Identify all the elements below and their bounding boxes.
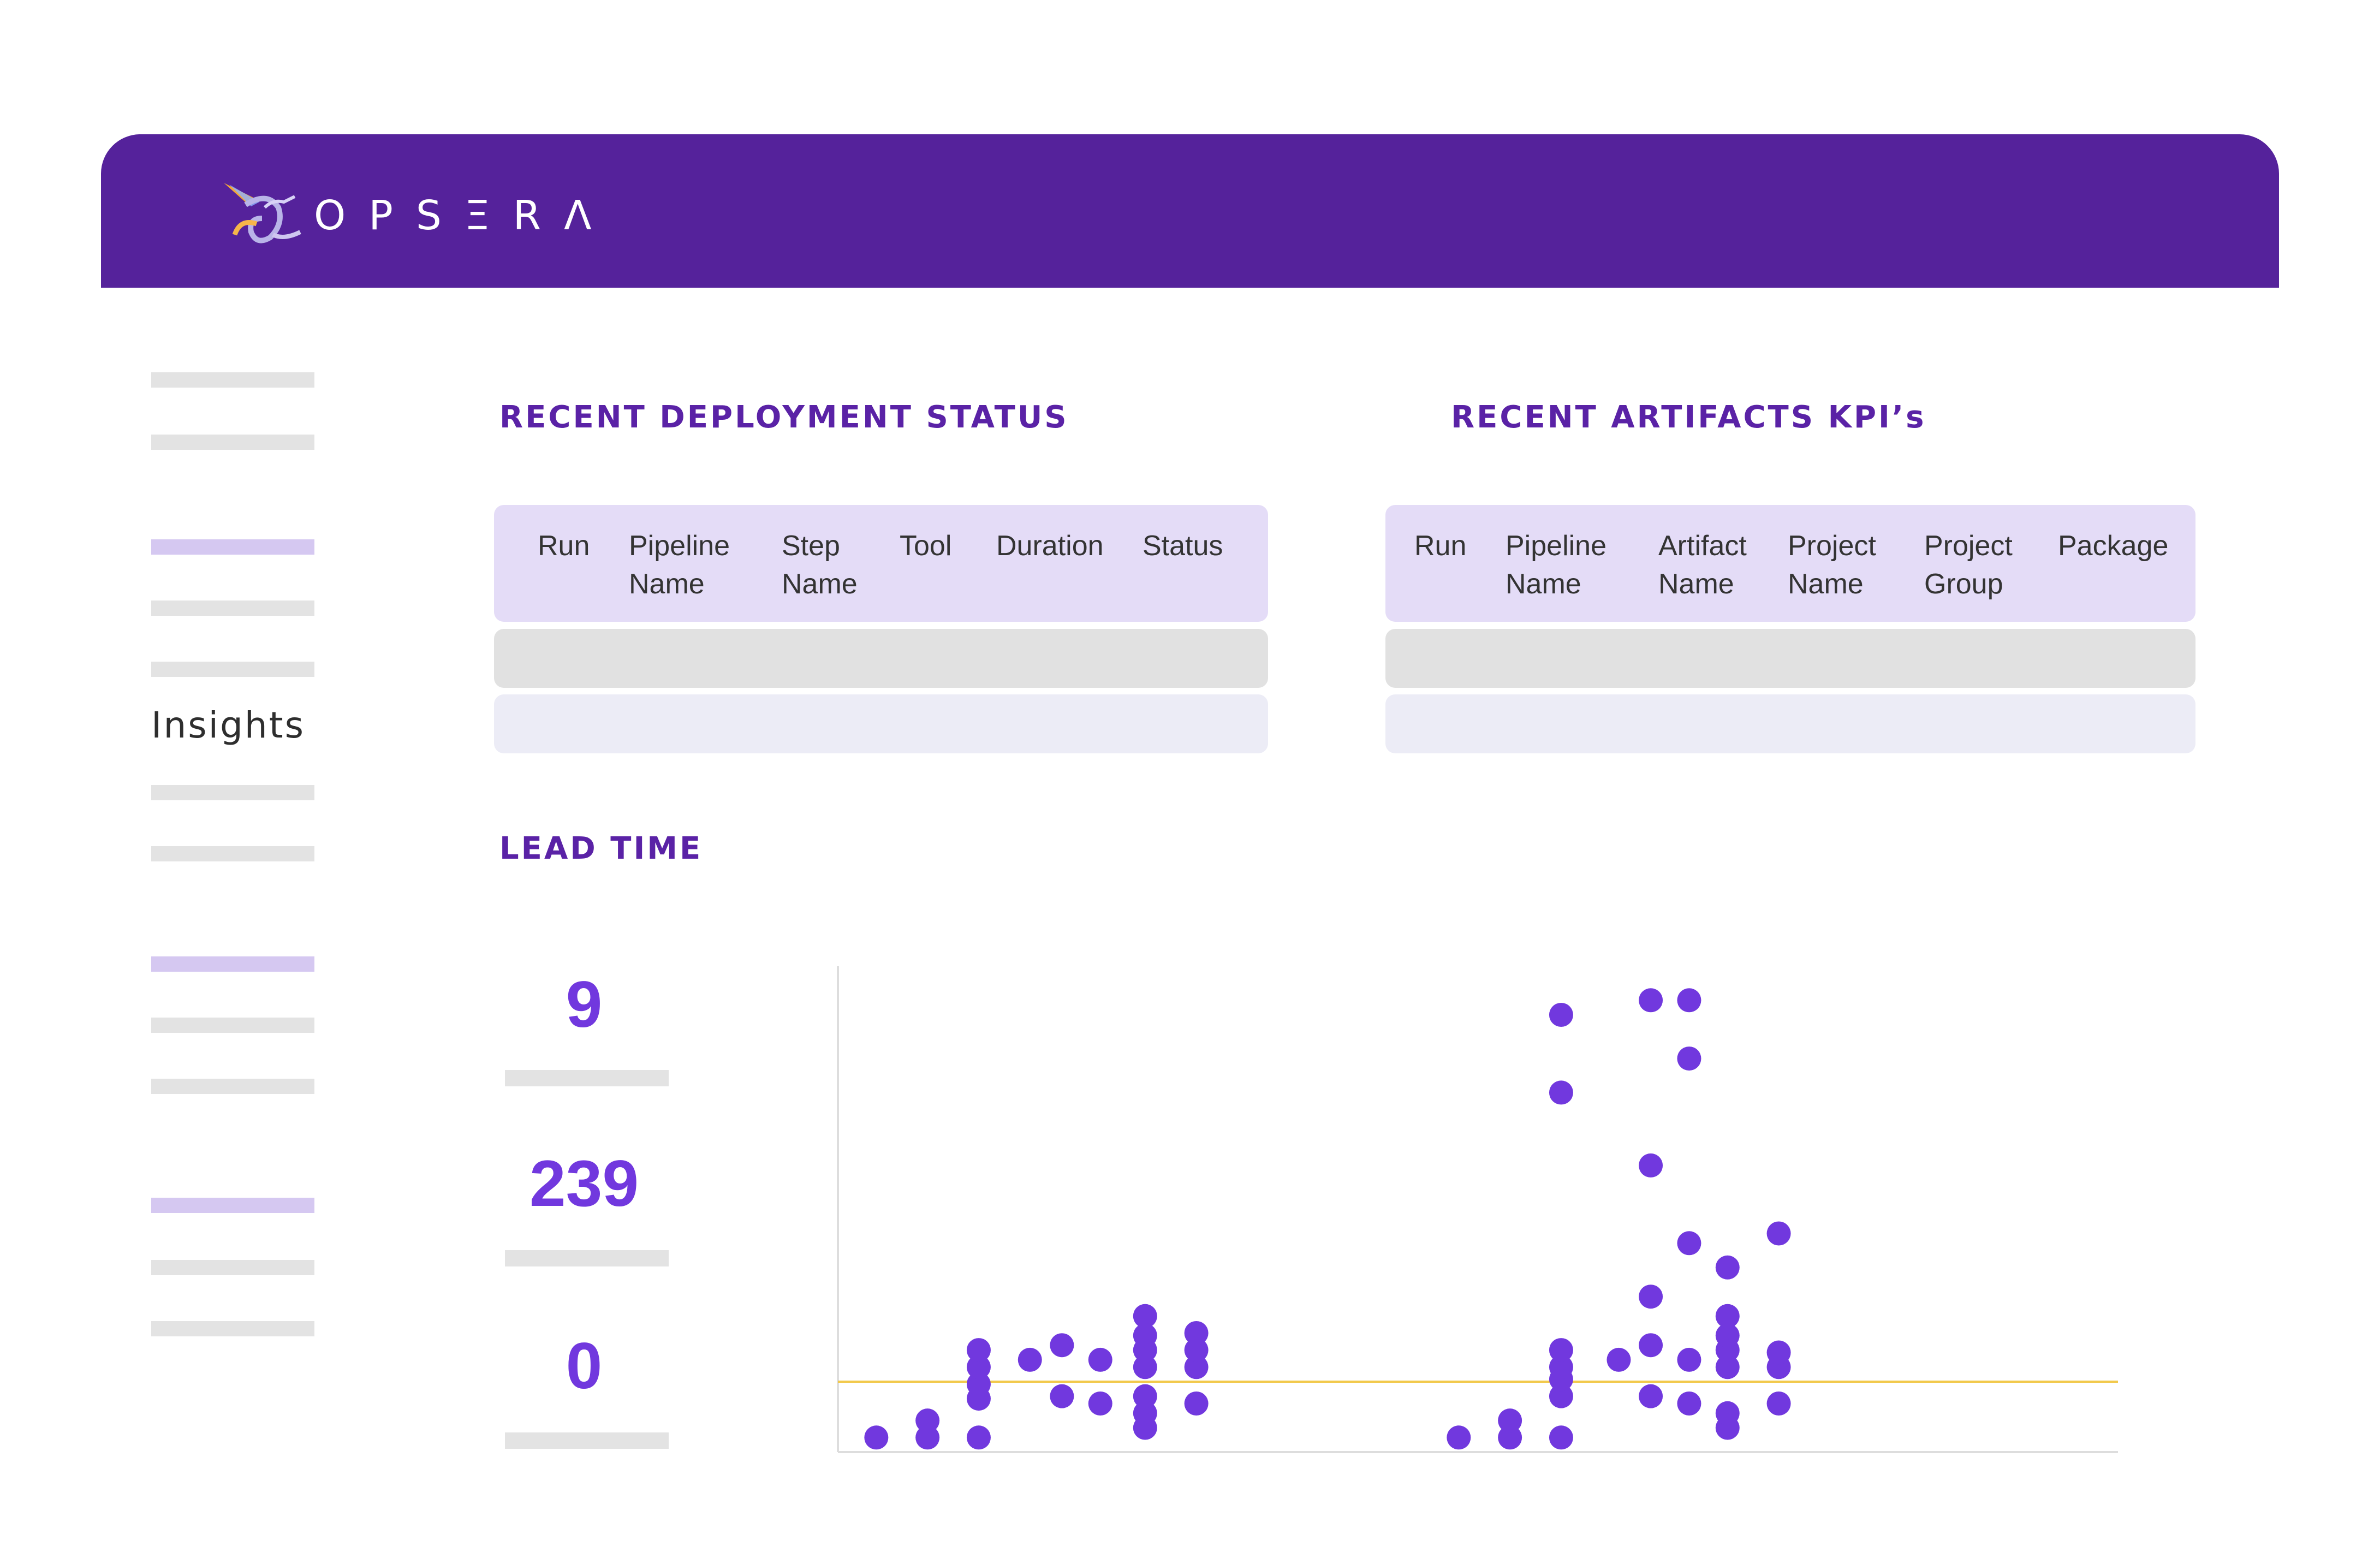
lead-time-stat-value: 239 bbox=[529, 1147, 639, 1220]
data-point[interactable] bbox=[1677, 1347, 1701, 1372]
table-row[interactable] bbox=[494, 694, 1268, 753]
data-point[interactable] bbox=[1498, 1408, 1522, 1433]
sidebar-item[interactable] bbox=[151, 1018, 314, 1033]
data-point[interactable] bbox=[1766, 1340, 1791, 1365]
data-point[interactable] bbox=[1018, 1347, 1042, 1372]
data-point[interactable] bbox=[1715, 1401, 1740, 1425]
table-row[interactable] bbox=[1385, 694, 2195, 753]
data-point[interactable] bbox=[1639, 1333, 1663, 1358]
data-point[interactable] bbox=[1050, 1384, 1074, 1408]
data-point[interactable] bbox=[864, 1425, 889, 1450]
data-point[interactable] bbox=[915, 1408, 940, 1433]
top-navigation-bar bbox=[101, 134, 2279, 288]
data-point[interactable] bbox=[1133, 1384, 1157, 1408]
lead-time-stat-value: 0 bbox=[566, 1329, 603, 1402]
data-point[interactable] bbox=[966, 1425, 991, 1450]
column-header-project-group[interactable]: Project Group bbox=[1924, 530, 2013, 600]
stat-label-placeholder bbox=[505, 1432, 669, 1449]
data-point[interactable] bbox=[1549, 1355, 1573, 1379]
data-point[interactable] bbox=[1549, 1003, 1573, 1027]
data-point[interactable] bbox=[1184, 1392, 1209, 1416]
data-point[interactable] bbox=[966, 1338, 991, 1363]
data-point[interactable] bbox=[1184, 1321, 1209, 1345]
data-point[interactable] bbox=[1549, 1080, 1573, 1105]
data-point[interactable] bbox=[1639, 1285, 1663, 1309]
data-point[interactable] bbox=[1715, 1323, 1740, 1348]
data-point[interactable] bbox=[1184, 1355, 1209, 1379]
artifacts-kpi-title: RECENT ARTIFACTS KPI’s bbox=[1451, 400, 1926, 435]
lead-time-title: LEAD TIME bbox=[499, 831, 703, 866]
column-header-pipeline-name[interactable]: Pipeline Name bbox=[1506, 530, 1607, 600]
app-window bbox=[101, 134, 2279, 1510]
sidebar-item-active[interactable] bbox=[151, 1198, 314, 1213]
sidebar-item[interactable] bbox=[151, 600, 314, 616]
data-point[interactable] bbox=[1715, 1304, 1740, 1328]
data-point[interactable] bbox=[915, 1425, 940, 1450]
sidebar-item[interactable] bbox=[151, 662, 314, 677]
sidebar-item[interactable] bbox=[151, 435, 314, 450]
data-point[interactable] bbox=[1133, 1304, 1157, 1328]
stat-label-placeholder bbox=[505, 1070, 669, 1086]
column-header-step-name[interactable]: Step Name bbox=[782, 530, 858, 600]
data-point[interactable] bbox=[1639, 1384, 1663, 1408]
data-point[interactable] bbox=[1447, 1425, 1471, 1450]
data-point[interactable] bbox=[1677, 1392, 1701, 1416]
column-header-run[interactable]: Run bbox=[538, 530, 590, 562]
sidebar-item[interactable] bbox=[151, 1321, 314, 1336]
data-point[interactable] bbox=[1498, 1425, 1522, 1450]
data-point[interactable] bbox=[1677, 1046, 1701, 1071]
deployment-table-header: Run Pipeline Name Step Name Tool Duratio… bbox=[494, 505, 1268, 622]
sidebar-item[interactable] bbox=[151, 785, 314, 800]
sidebar-item-active[interactable] bbox=[151, 956, 314, 972]
table-row[interactable] bbox=[494, 629, 1268, 688]
sidebar-item-insights[interactable]: Insights bbox=[151, 704, 306, 746]
lead-time-stat-value: 9 bbox=[566, 968, 603, 1041]
data-point[interactable] bbox=[1088, 1392, 1112, 1416]
sidebar-item[interactable] bbox=[151, 1079, 314, 1094]
data-point[interactable] bbox=[1133, 1401, 1157, 1425]
data-point[interactable] bbox=[1184, 1338, 1209, 1363]
sidebar-item[interactable] bbox=[151, 846, 314, 861]
data-point[interactable] bbox=[1133, 1355, 1157, 1379]
sidebar-item-active[interactable] bbox=[151, 539, 314, 555]
data-point[interactable] bbox=[1639, 988, 1663, 1013]
data-point[interactable] bbox=[1766, 1221, 1791, 1246]
data-point[interactable] bbox=[1088, 1347, 1112, 1372]
brand-wordmark: OPSΞRΛ bbox=[314, 192, 615, 239]
column-header-package[interactable]: Package bbox=[2058, 530, 2169, 562]
column-header-project-name[interactable]: Project Name bbox=[1788, 530, 1876, 600]
lead-time-scatter-chart bbox=[837, 966, 2118, 1453]
data-point[interactable] bbox=[1715, 1355, 1740, 1379]
column-header-artifact-name[interactable]: Artifact Name bbox=[1658, 530, 1747, 600]
sidebar-item[interactable] bbox=[151, 1260, 314, 1275]
data-point[interactable] bbox=[966, 1355, 991, 1379]
data-point[interactable] bbox=[1766, 1392, 1791, 1416]
data-point[interactable] bbox=[1133, 1323, 1157, 1348]
stat-label-placeholder bbox=[505, 1250, 669, 1266]
artifacts-table-header: Run Pipeline Name Artifact Name Project … bbox=[1385, 505, 2195, 622]
data-point[interactable] bbox=[1677, 988, 1701, 1013]
column-header-pipeline-name[interactable]: Pipeline Name bbox=[629, 530, 730, 600]
column-header-duration[interactable]: Duration bbox=[996, 530, 1104, 562]
data-point[interactable] bbox=[1639, 1153, 1663, 1178]
table-row[interactable] bbox=[1385, 629, 2195, 688]
data-point[interactable] bbox=[1549, 1338, 1573, 1363]
data-point[interactable] bbox=[1677, 1231, 1701, 1256]
data-point[interactable] bbox=[1606, 1347, 1631, 1372]
sidebar-item[interactable] bbox=[151, 372, 314, 388]
hummingbird-logo-icon bbox=[224, 183, 301, 243]
data-point[interactable] bbox=[1050, 1333, 1074, 1358]
column-header-run[interactable]: Run bbox=[1414, 530, 1467, 562]
data-point[interactable] bbox=[1549, 1384, 1573, 1408]
data-point[interactable] bbox=[1549, 1425, 1573, 1450]
column-header-tool[interactable]: Tool bbox=[900, 530, 952, 562]
data-point[interactable] bbox=[1715, 1255, 1740, 1280]
column-header-status[interactable]: Status bbox=[1143, 530, 1223, 562]
data-point[interactable] bbox=[966, 1372, 991, 1396]
deployment-status-title: RECENT DEPLOYMENT STATUS bbox=[499, 400, 1069, 435]
